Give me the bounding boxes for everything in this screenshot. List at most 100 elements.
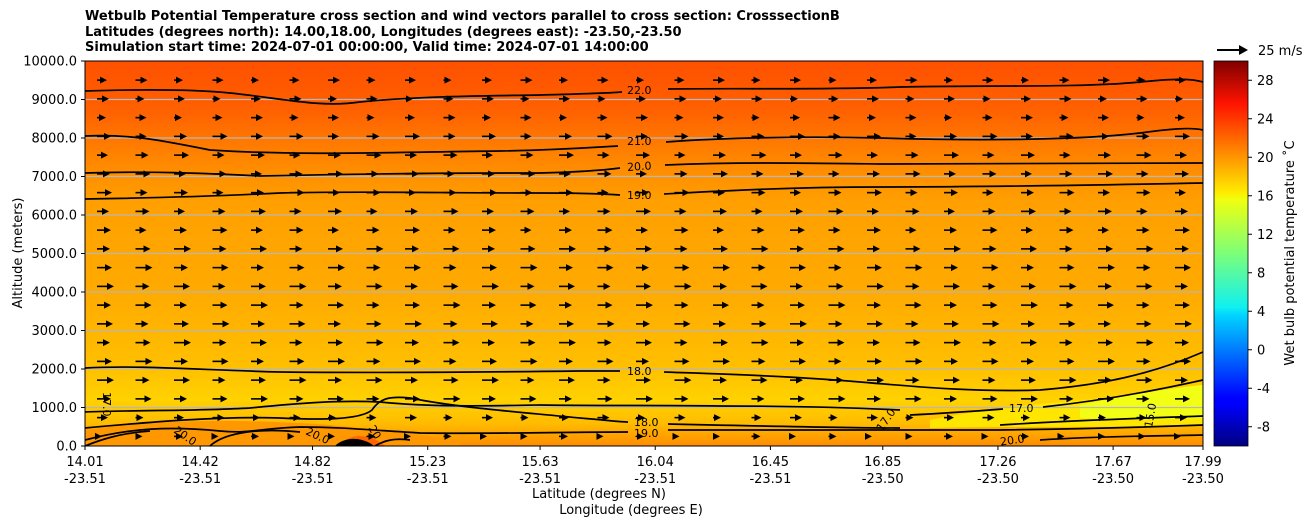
wind-vector: [905, 301, 922, 309]
wind-vector: [944, 432, 953, 440]
wind-vector: [674, 207, 687, 215]
wind-vector: [482, 414, 493, 422]
wind-vector: [443, 170, 455, 178]
wind-vector: [251, 264, 264, 272]
wind-vector: [174, 114, 182, 122]
wind-vector: [212, 245, 227, 253]
wind-vector: [1136, 76, 1146, 84]
x-tick-label-lat: 15.63: [521, 455, 558, 470]
wind-vector: [1021, 151, 1035, 159]
wind-vector: [97, 395, 111, 403]
wind-vector: [1059, 301, 1074, 309]
wind-vector: [751, 320, 767, 328]
wind-vector: [520, 95, 530, 103]
wind-vector: [443, 264, 457, 272]
wind-vector: [482, 114, 491, 122]
wind-vector: [97, 376, 114, 384]
wind-vector: [251, 320, 265, 328]
wind-vector: [482, 95, 494, 103]
wind-vector: [520, 395, 537, 403]
x-tick-label-lon: -23.51: [519, 472, 561, 487]
x-tick-label-lat: 16.45: [752, 455, 789, 470]
wind-vector: [366, 114, 375, 122]
wind-vector: [1059, 245, 1073, 253]
wind-vector: [982, 264, 999, 272]
wind-vector: [982, 339, 997, 347]
wind-vector: [636, 432, 644, 440]
wind-vector: [482, 395, 496, 403]
wind-vector: [982, 95, 991, 103]
wind-vector: [97, 301, 111, 309]
wind-vector: [482, 207, 494, 215]
wind-vector: [405, 357, 421, 365]
wind-vector: [174, 376, 190, 384]
colorbar-ticks: -8 -4 0 4 8 12 16 20 24 28: [1248, 74, 1274, 435]
wind-vector: [1021, 245, 1037, 253]
wind-vector: [366, 320, 382, 328]
contour-17: [85, 379, 1203, 416]
wind-vector: [790, 320, 807, 328]
wind-vector: [328, 339, 343, 347]
x-tick-label-lat: 14.01: [66, 455, 103, 470]
wind-vector: [905, 207, 920, 215]
wind-vector: [97, 114, 106, 122]
terrain-blob: [335, 438, 374, 446]
wind-vector: [174, 357, 188, 365]
wind-vector: [405, 76, 416, 84]
wind-vector: [1175, 170, 1189, 178]
wind-vector: [713, 170, 728, 178]
wind-vector: [443, 76, 452, 84]
wind-vector: [713, 207, 727, 215]
wind-vector: [1136, 339, 1154, 347]
wind-vector: [405, 301, 420, 309]
wind-vector: [1021, 395, 1038, 403]
wind-vector: [905, 114, 917, 122]
wind-vector: [636, 414, 645, 422]
wind-vector: [212, 95, 221, 103]
wind-vector: [405, 376, 418, 384]
wind-vector: [674, 151, 686, 159]
wind-vector: [944, 376, 960, 384]
wind-vector: [289, 76, 300, 84]
quiver-key-label: 25 m/s: [1258, 44, 1303, 59]
wind-vector: [1021, 207, 1036, 215]
wind-vector: [212, 76, 224, 84]
contour-label-18: 18.0: [627, 365, 652, 378]
wind-vector: [251, 95, 261, 103]
wind-vector: [328, 414, 336, 422]
wind-vector: [905, 132, 917, 140]
wind-vector: [1098, 414, 1106, 422]
wind-vector: [174, 151, 189, 159]
wind-vector: [405, 95, 413, 103]
wind-vector: [674, 114, 684, 122]
wind-vector: [212, 376, 226, 384]
wind-vector: [135, 301, 152, 309]
wind-vector: [636, 376, 651, 384]
wind-vector: [1175, 320, 1192, 328]
wind-vector: [636, 207, 651, 215]
wind-vector: [289, 282, 307, 290]
wind-vector: [674, 339, 688, 347]
wind-vector: [944, 95, 955, 103]
wind-vector: [366, 432, 376, 440]
chart-title: Wetbulb Potential Temperature cross sect…: [85, 9, 840, 56]
wind-vector: [1021, 376, 1036, 384]
x-axis-label-lat: Latitude (degrees N): [532, 487, 666, 502]
wind-vector: [751, 170, 764, 178]
wind-vector: [328, 264, 345, 272]
wind-vector: [1059, 414, 1071, 422]
wind-vector: [559, 207, 570, 215]
wind-vector: [713, 339, 728, 347]
wind-vector: [1175, 207, 1188, 215]
wind-vector: [482, 320, 498, 328]
wind-vector: [251, 132, 263, 140]
wind-vector: [1059, 95, 1072, 103]
contour-label-22: 22.0: [627, 84, 652, 97]
wind-vector: [828, 339, 845, 347]
wind-vector: [751, 189, 766, 197]
wind-vector: [597, 76, 609, 84]
wind-vector: [751, 395, 765, 403]
wind-vector: [597, 114, 608, 122]
wind-vector: [636, 395, 653, 403]
